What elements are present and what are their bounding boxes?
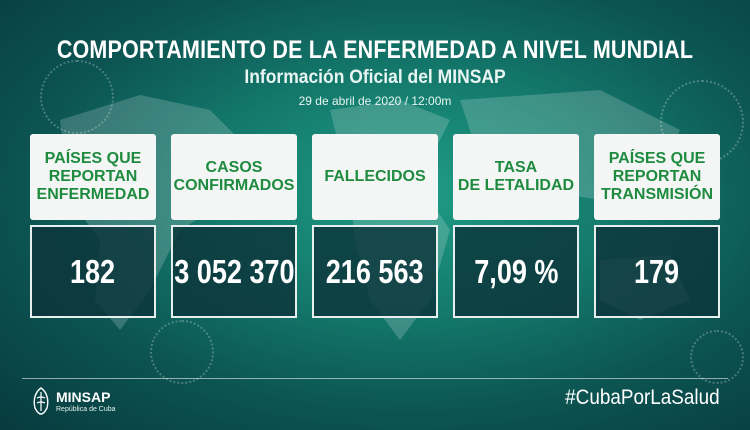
stat-card-countries-disease: PAÍSES QUE REPORTAN ENFERMEDAD 182: [30, 134, 156, 318]
minsap-logo: MINSAP República de Cuba: [30, 386, 116, 416]
stat-card-deaths: FALLECIDOS 216 563: [312, 134, 438, 318]
stat-card-value: 3 052 370: [171, 225, 297, 318]
stat-card-value: 7,09 %: [453, 225, 579, 318]
logo-subtitle: República de Cuba: [56, 405, 116, 413]
page-title: COMPORTAMIENTO DE LA ENFERMEDAD A NIVEL …: [56, 36, 694, 64]
virus-decoration-icon: [150, 320, 214, 384]
stat-card-label: FALLECIDOS: [312, 134, 438, 220]
minsap-seal-icon: [33, 387, 49, 415]
stat-card-label: TASA DE LETALIDAD: [453, 134, 579, 220]
page-subtitle: Información Oficial del MINSAP: [244, 67, 506, 88]
stats-cards: PAÍSES QUE REPORTAN ENFERMEDAD 182 CASOS…: [30, 134, 720, 318]
footer-divider: [22, 378, 728, 379]
logo-name: MINSAP: [56, 388, 111, 405]
stat-card-label: PAÍSES QUE REPORTAN TRANSMISIÓN: [594, 134, 720, 220]
stat-card-confirmed-cases: CASOS CONFIRMADOS 3 052 370: [171, 134, 297, 318]
stat-card-value: 216 563: [312, 225, 438, 318]
stat-card-label: CASOS CONFIRMADOS: [171, 134, 297, 220]
stat-card-value: 182: [30, 225, 156, 318]
stat-card-value: 179: [594, 225, 720, 318]
stat-card-countries-transmission: PAÍSES QUE REPORTAN TRANSMISIÓN 179: [594, 134, 720, 318]
stat-card-label: PAÍSES QUE REPORTAN ENFERMEDAD: [30, 134, 156, 220]
virus-decoration-icon: [40, 60, 114, 134]
stat-card-lethality-rate: TASA DE LETALIDAD 7,09 %: [453, 134, 579, 318]
hashtag: #CubaPorLaSalud: [565, 386, 720, 409]
report-date: 29 de abril de 2020 / 12:00m: [298, 94, 452, 108]
virus-decoration-icon: [690, 330, 744, 384]
